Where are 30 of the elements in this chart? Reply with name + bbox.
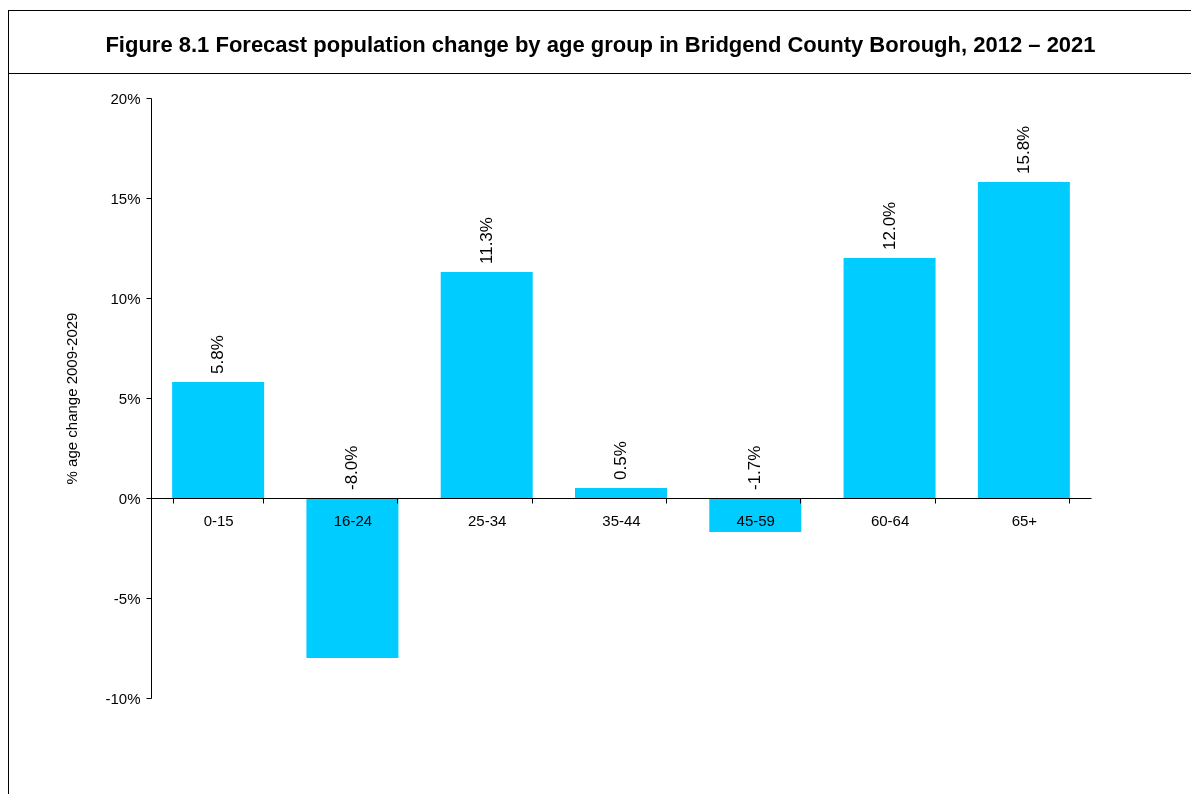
data-label: 5.8%	[208, 335, 228, 374]
y-tick-label: -10%	[105, 689, 141, 707]
bar	[172, 382, 265, 498]
y-tick-label: 5%	[118, 389, 141, 407]
y-tick-label: -5%	[113, 589, 141, 607]
x-tick-label: 60-64	[870, 511, 910, 529]
bar	[843, 258, 936, 498]
x-tick-label: 45-59	[736, 511, 775, 529]
bar	[575, 488, 667, 498]
x-tick-label: 25-34	[468, 511, 507, 529]
y-tick-label: 0%	[118, 489, 141, 507]
x-tick-label: 0-15	[203, 511, 234, 529]
data-label: 11.3%	[476, 217, 496, 264]
x-tick-label: 35-44	[602, 511, 641, 529]
data-label: 12.0%	[879, 201, 899, 250]
y-tick-label: 15%	[110, 189, 141, 207]
data-label: 0.5%	[611, 441, 630, 480]
data-label: 15.8%	[1013, 125, 1033, 174]
data-label: -8.0%	[342, 445, 362, 490]
bar	[440, 272, 533, 498]
bar	[977, 182, 1070, 498]
chart-title: Figure 8.1 Forecast population change by age group in Bridgend County Borough, 2012 – 2021	[9, 11, 1191, 74]
bar	[306, 498, 399, 658]
y-axis-title: % age change 2009-2029	[63, 312, 81, 485]
data-label: -1.7%	[745, 445, 765, 490]
y-tick-label: 10%	[110, 289, 141, 307]
y-tick-label: 20%	[110, 89, 141, 107]
x-tick-label: 65+	[1011, 511, 1038, 529]
x-tick-label: 16-24	[333, 511, 373, 529]
bar	[709, 498, 802, 532]
